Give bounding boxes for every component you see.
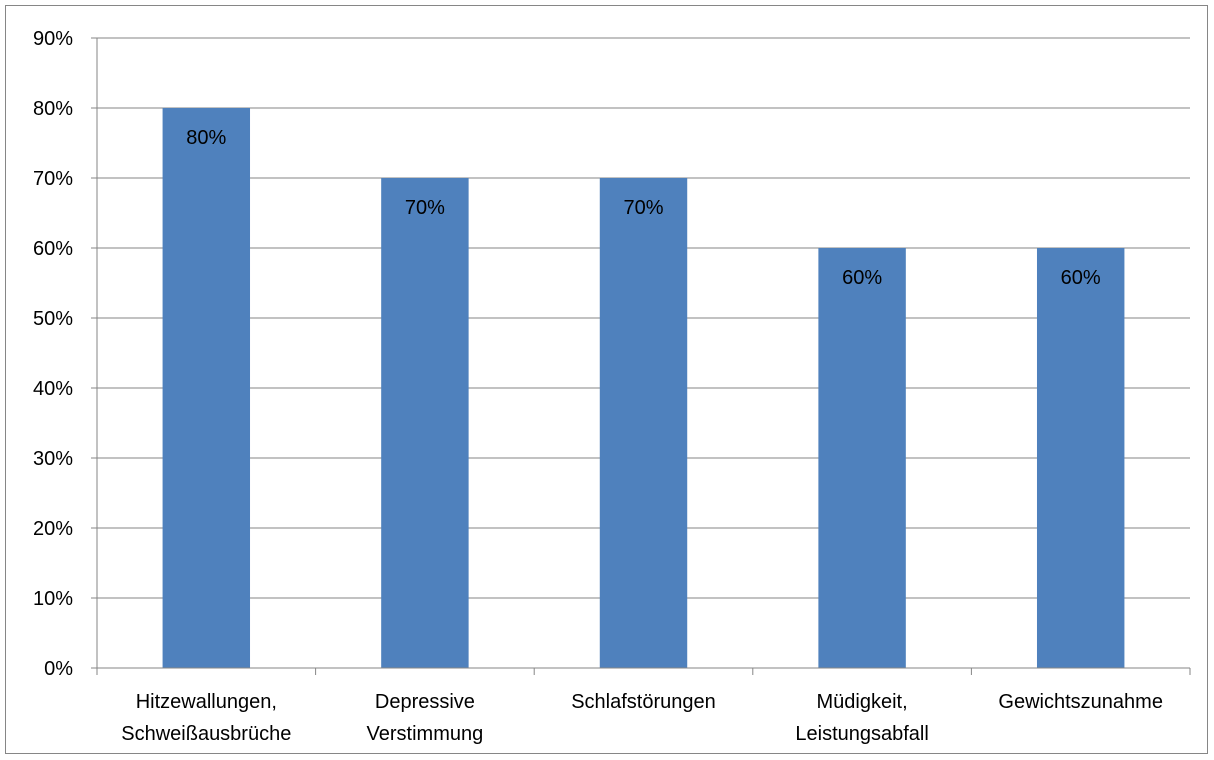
bar xyxy=(599,178,688,668)
data-label: 70% xyxy=(623,197,663,219)
y-tick-label: 30% xyxy=(33,448,73,470)
bar xyxy=(162,108,251,668)
y-tick-label: 60% xyxy=(33,238,73,260)
data-label: 60% xyxy=(1061,267,1101,289)
y-tick-label: 90% xyxy=(33,28,73,50)
x-tick-label: Gewichtszunahme xyxy=(998,691,1163,713)
x-tick-label: Schweißausbrüche xyxy=(121,723,291,745)
x-tick-label: Leistungsabfall xyxy=(795,723,928,745)
data-label: 80% xyxy=(186,127,226,149)
y-tick-label: 20% xyxy=(33,518,73,540)
x-tick-label: Schlafstörungen xyxy=(571,691,716,713)
data-label: 70% xyxy=(405,197,445,219)
y-tick-label: 10% xyxy=(33,588,73,610)
bar xyxy=(1036,248,1125,668)
bar xyxy=(818,248,906,668)
data-label: 60% xyxy=(842,267,882,289)
y-tick-label: 70% xyxy=(33,168,73,190)
bar xyxy=(381,178,469,668)
y-tick-label: 80% xyxy=(33,98,73,120)
x-tick-label: Depressive xyxy=(375,691,475,713)
x-tick-label: Müdigkeit, xyxy=(817,691,908,713)
y-tick-label: 40% xyxy=(33,378,73,400)
x-tick-label: Verstimmung xyxy=(367,723,484,745)
y-tick-label: 50% xyxy=(33,308,73,330)
y-tick-label: 0% xyxy=(44,658,73,680)
x-tick-label: Hitzewallungen, xyxy=(136,691,277,713)
